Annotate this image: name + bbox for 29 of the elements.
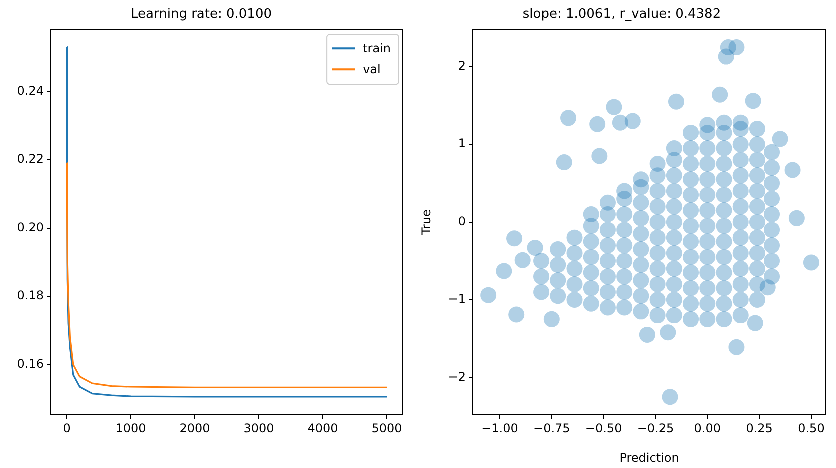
y-tick-label: 0.18 — [17, 288, 44, 303]
y-tick-label: 2 — [458, 59, 466, 74]
y-tick-label: −2 — [448, 370, 466, 384]
chart-title: slope: 1.0061, r_value: 0.4382 — [522, 7, 722, 22]
y-tick-label: 1 — [458, 136, 466, 151]
x-tick-label: 0 — [63, 421, 71, 436]
x-tick-label: 5000 — [372, 421, 402, 436]
y-tick-label: 0.22 — [17, 152, 44, 166]
x-axis-title: Prediction — [620, 450, 680, 465]
x-tick-label: 4000 — [308, 421, 338, 436]
legend-label: train — [363, 42, 392, 56]
x-tick-label: 2000 — [180, 421, 210, 436]
x-tick-label: 0.25 — [746, 421, 773, 436]
legend-label: val — [363, 62, 381, 77]
y-tick-label: 0.24 — [17, 84, 44, 98]
y-tick-label: 0 — [458, 214, 466, 228]
x-tick-label: 0.00 — [694, 421, 721, 436]
y-tick-label: −1 — [448, 292, 466, 306]
x-tick-label: −0.50 — [585, 421, 622, 436]
x-tick-label: −1.00 — [482, 421, 518, 436]
x-tick-label: −0.75 — [534, 421, 570, 436]
y-axis-title: True — [419, 210, 434, 236]
chart-title: Learning rate: 0.0100 — [131, 7, 272, 22]
y-tick-label: 0.20 — [17, 220, 44, 234]
y-tick-label: 0.16 — [17, 356, 44, 371]
x-tick-label: 3000 — [244, 421, 274, 436]
x-tick-label: 0.50 — [798, 421, 825, 436]
x-tick-label: −0.25 — [637, 421, 674, 436]
x-tick-label: 1000 — [116, 421, 146, 436]
